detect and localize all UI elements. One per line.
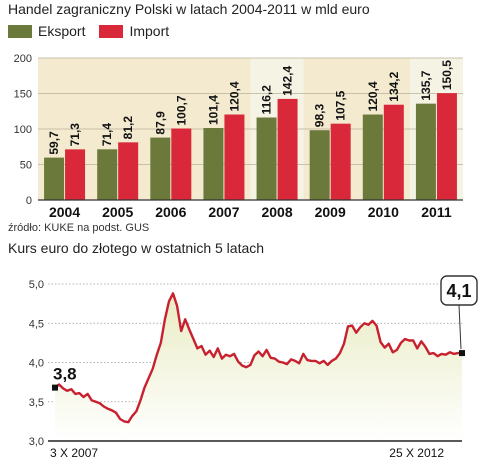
legend-item-export: Eksport [8,23,85,39]
x-tick-label: 2005 [102,204,133,220]
y-tick-label: 150 [14,89,32,101]
legend-label-export: Eksport [38,23,86,39]
y-tick-label: 4,5 [29,318,44,330]
bar-export [97,149,118,200]
bar-import [436,93,457,200]
bar-value-label: 120,4 [366,81,380,111]
bar-value-label: 107,5 [334,90,348,120]
y-tick-label: 3,0 [29,436,44,448]
trade-bar-chart: 0 50 100 150 200 59,7 71,3 2004 71,4 81,2 2005 87,9… [14,53,463,220]
exchange-chart-title: Kurs euro do złotego w ostatnich 5 latac… [8,240,265,256]
bar-value-label: 98,3 [313,104,327,128]
end-marker [459,350,465,357]
legend-label-import: Import [129,23,170,39]
start-value-label: 3,8 [53,365,77,384]
end-value-label: 4,1 [446,281,471,301]
bar-value-label: 71,3 [68,123,82,147]
exchange-rate-chart: 3,0 3,5 4,0 4,5 5,0 3,8 4,1 3 X 2007 25 X 2012 [29,275,478,460]
bar-value-label: 150,5 [440,60,454,90]
bar-value-label: 116,2 [260,85,274,115]
legend-swatch-export [8,24,32,38]
bar-value-label: 87,9 [153,111,167,135]
bar-import [118,142,139,200]
bar-export [203,128,224,200]
legend-item-import: Import [99,23,169,39]
bar-export [150,137,171,200]
bar-export [44,157,65,200]
bar-import [383,104,404,200]
bar-value-label: 81,2 [121,116,135,140]
y-tick-label: 100 [14,124,32,136]
bar-export [415,103,436,200]
y-tick-label: 4,0 [29,358,44,370]
end-value-pointer [458,304,462,350]
area-fill [55,293,462,441]
bar-import [277,98,298,200]
x-tick-label: 2006 [155,204,186,220]
bar-import [330,123,351,200]
trade-chart-title: Handel zagraniczny Polski w latach 2004-… [8,1,370,17]
x-tick-label: 2008 [261,204,292,220]
bar-value-label: 142,4 [281,66,295,96]
bar-import [171,128,192,200]
x-tick-label: 2010 [368,204,399,220]
bar-value-label: 71,4 [100,123,114,147]
y-tick-label: 3,5 [29,397,44,409]
x-tick-label: 2009 [315,204,346,220]
y-tick-label: 200 [14,53,32,65]
y-tick-label: 5,0 [29,279,44,291]
x-tick-label: 2011 [421,204,452,220]
exchange-rate-line [54,292,462,424]
bar-export [362,114,383,200]
trade-chart-legend: Eksport Import [8,22,169,40]
bar-import [224,114,245,200]
bar-value-label: 135,7 [419,70,433,100]
bar-export [256,117,277,200]
legend-swatch-import [99,24,124,38]
bar-value-label: 59,7 [47,131,61,155]
bar-value-label: 101,4 [206,95,220,125]
x-tick-label: 2007 [208,204,239,220]
x-end-label: 25 X 2012 [389,446,444,460]
bar-value-label: 100,7 [174,95,188,125]
y-tick-label: 0 [26,195,32,207]
y-tick-label: 50 [20,160,32,172]
bar-value-label: 120,4 [227,81,241,111]
x-start-label: 3 X 2007 [50,446,98,460]
source-note: źródło: KUKE na podst. GUS [8,222,150,234]
start-marker [52,384,58,391]
x-tick-label: 2004 [49,204,80,220]
bar-value-label: 134,2 [387,71,401,101]
bar-export [309,130,330,200]
bar-import [65,149,86,200]
